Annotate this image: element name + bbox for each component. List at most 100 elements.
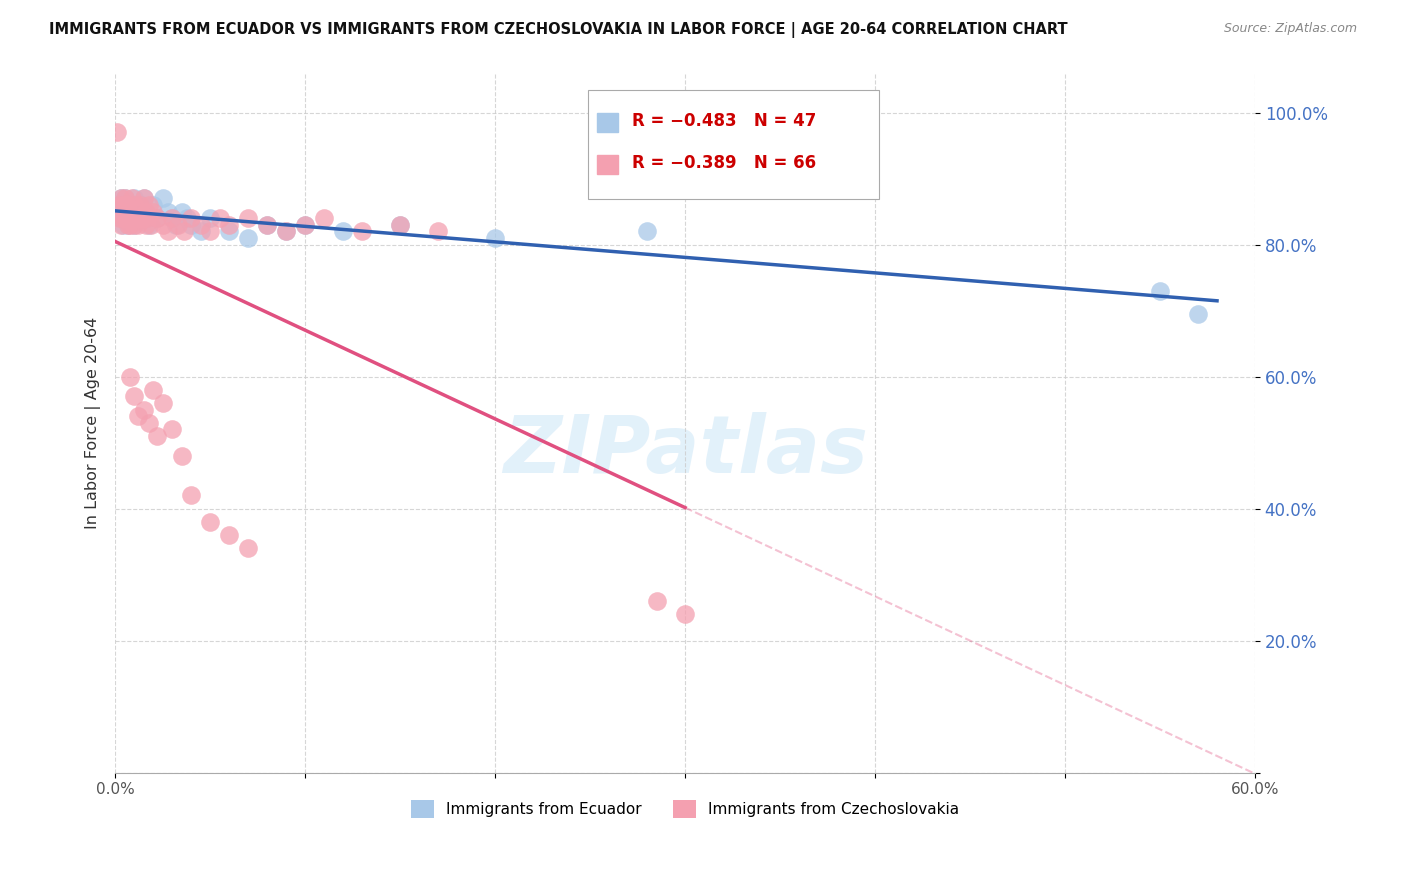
Immigrants from Czechoslovakia	[173, 224, 195, 238]
Immigrants from Ecuador	[152, 191, 174, 205]
Immigrants from Czechoslovakia	[256, 218, 278, 232]
Immigrants from Ecuador	[190, 224, 212, 238]
Immigrants from Czechoslovakia	[276, 224, 298, 238]
Immigrants from Ecuador	[198, 211, 221, 226]
Immigrants from Czechoslovakia	[108, 211, 131, 226]
Immigrants from Czechoslovakia	[180, 211, 202, 226]
Immigrants from Ecuador	[127, 204, 149, 219]
Immigrants from Czechoslovakia	[352, 224, 374, 238]
Immigrants from Czechoslovakia	[673, 607, 696, 622]
Immigrants from Ecuador	[115, 204, 138, 219]
Immigrants from Ecuador	[131, 198, 153, 212]
Immigrants from Czechoslovakia	[152, 396, 174, 410]
Immigrants from Ecuador	[146, 211, 169, 226]
Immigrants from Ecuador	[111, 218, 134, 232]
Immigrants from Czechoslovakia	[170, 449, 193, 463]
Immigrants from Czechoslovakia	[152, 218, 174, 232]
Bar	[598, 154, 617, 175]
Immigrants from Czechoslovakia	[127, 409, 149, 424]
Immigrants from Czechoslovakia	[160, 422, 183, 436]
Immigrants from Ecuador	[110, 211, 132, 226]
Immigrants from Czechoslovakia	[135, 204, 157, 219]
Immigrants from Ecuador	[110, 191, 132, 205]
Immigrants from Czechoslovakia	[136, 211, 159, 226]
FancyBboxPatch shape	[588, 90, 879, 199]
Immigrants from Ecuador	[108, 204, 131, 219]
Immigrants from Czechoslovakia	[115, 211, 138, 226]
Immigrants from Czechoslovakia	[122, 198, 145, 212]
Immigrants from Czechoslovakia	[121, 191, 143, 205]
Immigrants from Czechoslovakia	[132, 402, 155, 417]
Immigrants from Czechoslovakia	[146, 429, 169, 443]
Immigrants from Czechoslovakia	[167, 218, 190, 232]
Immigrants from Czechoslovakia	[314, 211, 336, 226]
Immigrants from Ecuador	[115, 198, 138, 212]
Immigrants from Czechoslovakia	[125, 211, 148, 226]
Immigrants from Ecuador	[111, 198, 134, 212]
Immigrants from Ecuador	[389, 218, 412, 232]
Immigrants from Ecuador	[636, 224, 658, 238]
Immigrants from Ecuador	[157, 204, 180, 219]
Immigrants from Ecuador	[176, 211, 198, 226]
Immigrants from Czechoslovakia	[294, 218, 316, 232]
Immigrants from Czechoslovakia	[120, 369, 142, 384]
Immigrants from Ecuador	[117, 211, 139, 226]
Immigrants from Ecuador	[120, 204, 142, 219]
Immigrants from Ecuador	[125, 198, 148, 212]
Immigrants from Czechoslovakia	[218, 218, 240, 232]
Immigrants from Czechoslovakia	[131, 211, 153, 226]
Legend: Immigrants from Ecuador, Immigrants from Czechoslovakia: Immigrants from Ecuador, Immigrants from…	[405, 794, 965, 824]
Immigrants from Ecuador	[180, 218, 202, 232]
Immigrants from Ecuador	[276, 224, 298, 238]
Immigrants from Ecuador	[114, 211, 136, 226]
Immigrants from Czechoslovakia	[160, 211, 183, 226]
Immigrants from Ecuador	[484, 231, 506, 245]
Immigrants from Ecuador	[160, 211, 183, 226]
Immigrants from Ecuador	[142, 198, 165, 212]
Immigrants from Czechoslovakia	[122, 389, 145, 403]
Immigrants from Ecuador	[122, 191, 145, 205]
Immigrants from Czechoslovakia	[198, 515, 221, 529]
Immigrants from Czechoslovakia	[138, 416, 160, 430]
Immigrants from Czechoslovakia	[117, 204, 139, 219]
Text: ZIPatlas: ZIPatlas	[502, 412, 868, 490]
Immigrants from Czechoslovakia	[138, 198, 160, 212]
Immigrants from Czechoslovakia	[120, 218, 142, 232]
Immigrants from Ecuador	[120, 198, 142, 212]
Immigrants from Czechoslovakia	[198, 224, 221, 238]
Immigrants from Czechoslovakia	[115, 198, 138, 212]
Immigrants from Czechoslovakia	[142, 204, 165, 219]
Immigrants from Czechoslovakia	[238, 541, 260, 556]
Immigrants from Ecuador	[122, 218, 145, 232]
Immigrants from Czechoslovakia	[141, 218, 163, 232]
Immigrants from Ecuador	[294, 218, 316, 232]
Immigrants from Czechoslovakia	[110, 218, 132, 232]
Immigrants from Czechoslovakia	[120, 211, 142, 226]
Immigrants from Ecuador	[1149, 284, 1171, 298]
Immigrants from Czechoslovakia	[114, 191, 136, 205]
Text: R = −0.483   N = 47: R = −0.483 N = 47	[631, 112, 815, 129]
Immigrants from Ecuador	[105, 198, 128, 212]
Immigrants from Ecuador	[170, 204, 193, 219]
Immigrants from Czechoslovakia	[218, 528, 240, 542]
Immigrants from Ecuador	[138, 218, 160, 232]
Immigrants from Czechoslovakia	[208, 211, 231, 226]
Immigrants from Czechoslovakia	[117, 218, 139, 232]
Immigrants from Ecuador	[165, 218, 187, 232]
Immigrants from Ecuador	[132, 191, 155, 205]
Immigrants from Ecuador	[1187, 307, 1209, 321]
Immigrants from Czechoslovakia	[122, 218, 145, 232]
Text: Source: ZipAtlas.com: Source: ZipAtlas.com	[1223, 22, 1357, 36]
Immigrants from Ecuador	[238, 231, 260, 245]
Bar	[598, 112, 617, 132]
Immigrants from Ecuador	[256, 218, 278, 232]
Immigrants from Czechoslovakia	[121, 211, 143, 226]
Immigrants from Czechoslovakia	[180, 488, 202, 502]
Immigrants from Ecuador	[332, 224, 354, 238]
Text: R = −0.389   N = 66: R = −0.389 N = 66	[631, 153, 815, 171]
Text: IMMIGRANTS FROM ECUADOR VS IMMIGRANTS FROM CZECHOSLOVAKIA IN LABOR FORCE | AGE 2: IMMIGRANTS FROM ECUADOR VS IMMIGRANTS FR…	[49, 22, 1067, 38]
Immigrants from Czechoslovakia	[127, 218, 149, 232]
Immigrants from Czechoslovakia	[114, 204, 136, 219]
Y-axis label: In Labor Force | Age 20-64: In Labor Force | Age 20-64	[86, 317, 101, 529]
Immigrants from Ecuador	[121, 211, 143, 226]
